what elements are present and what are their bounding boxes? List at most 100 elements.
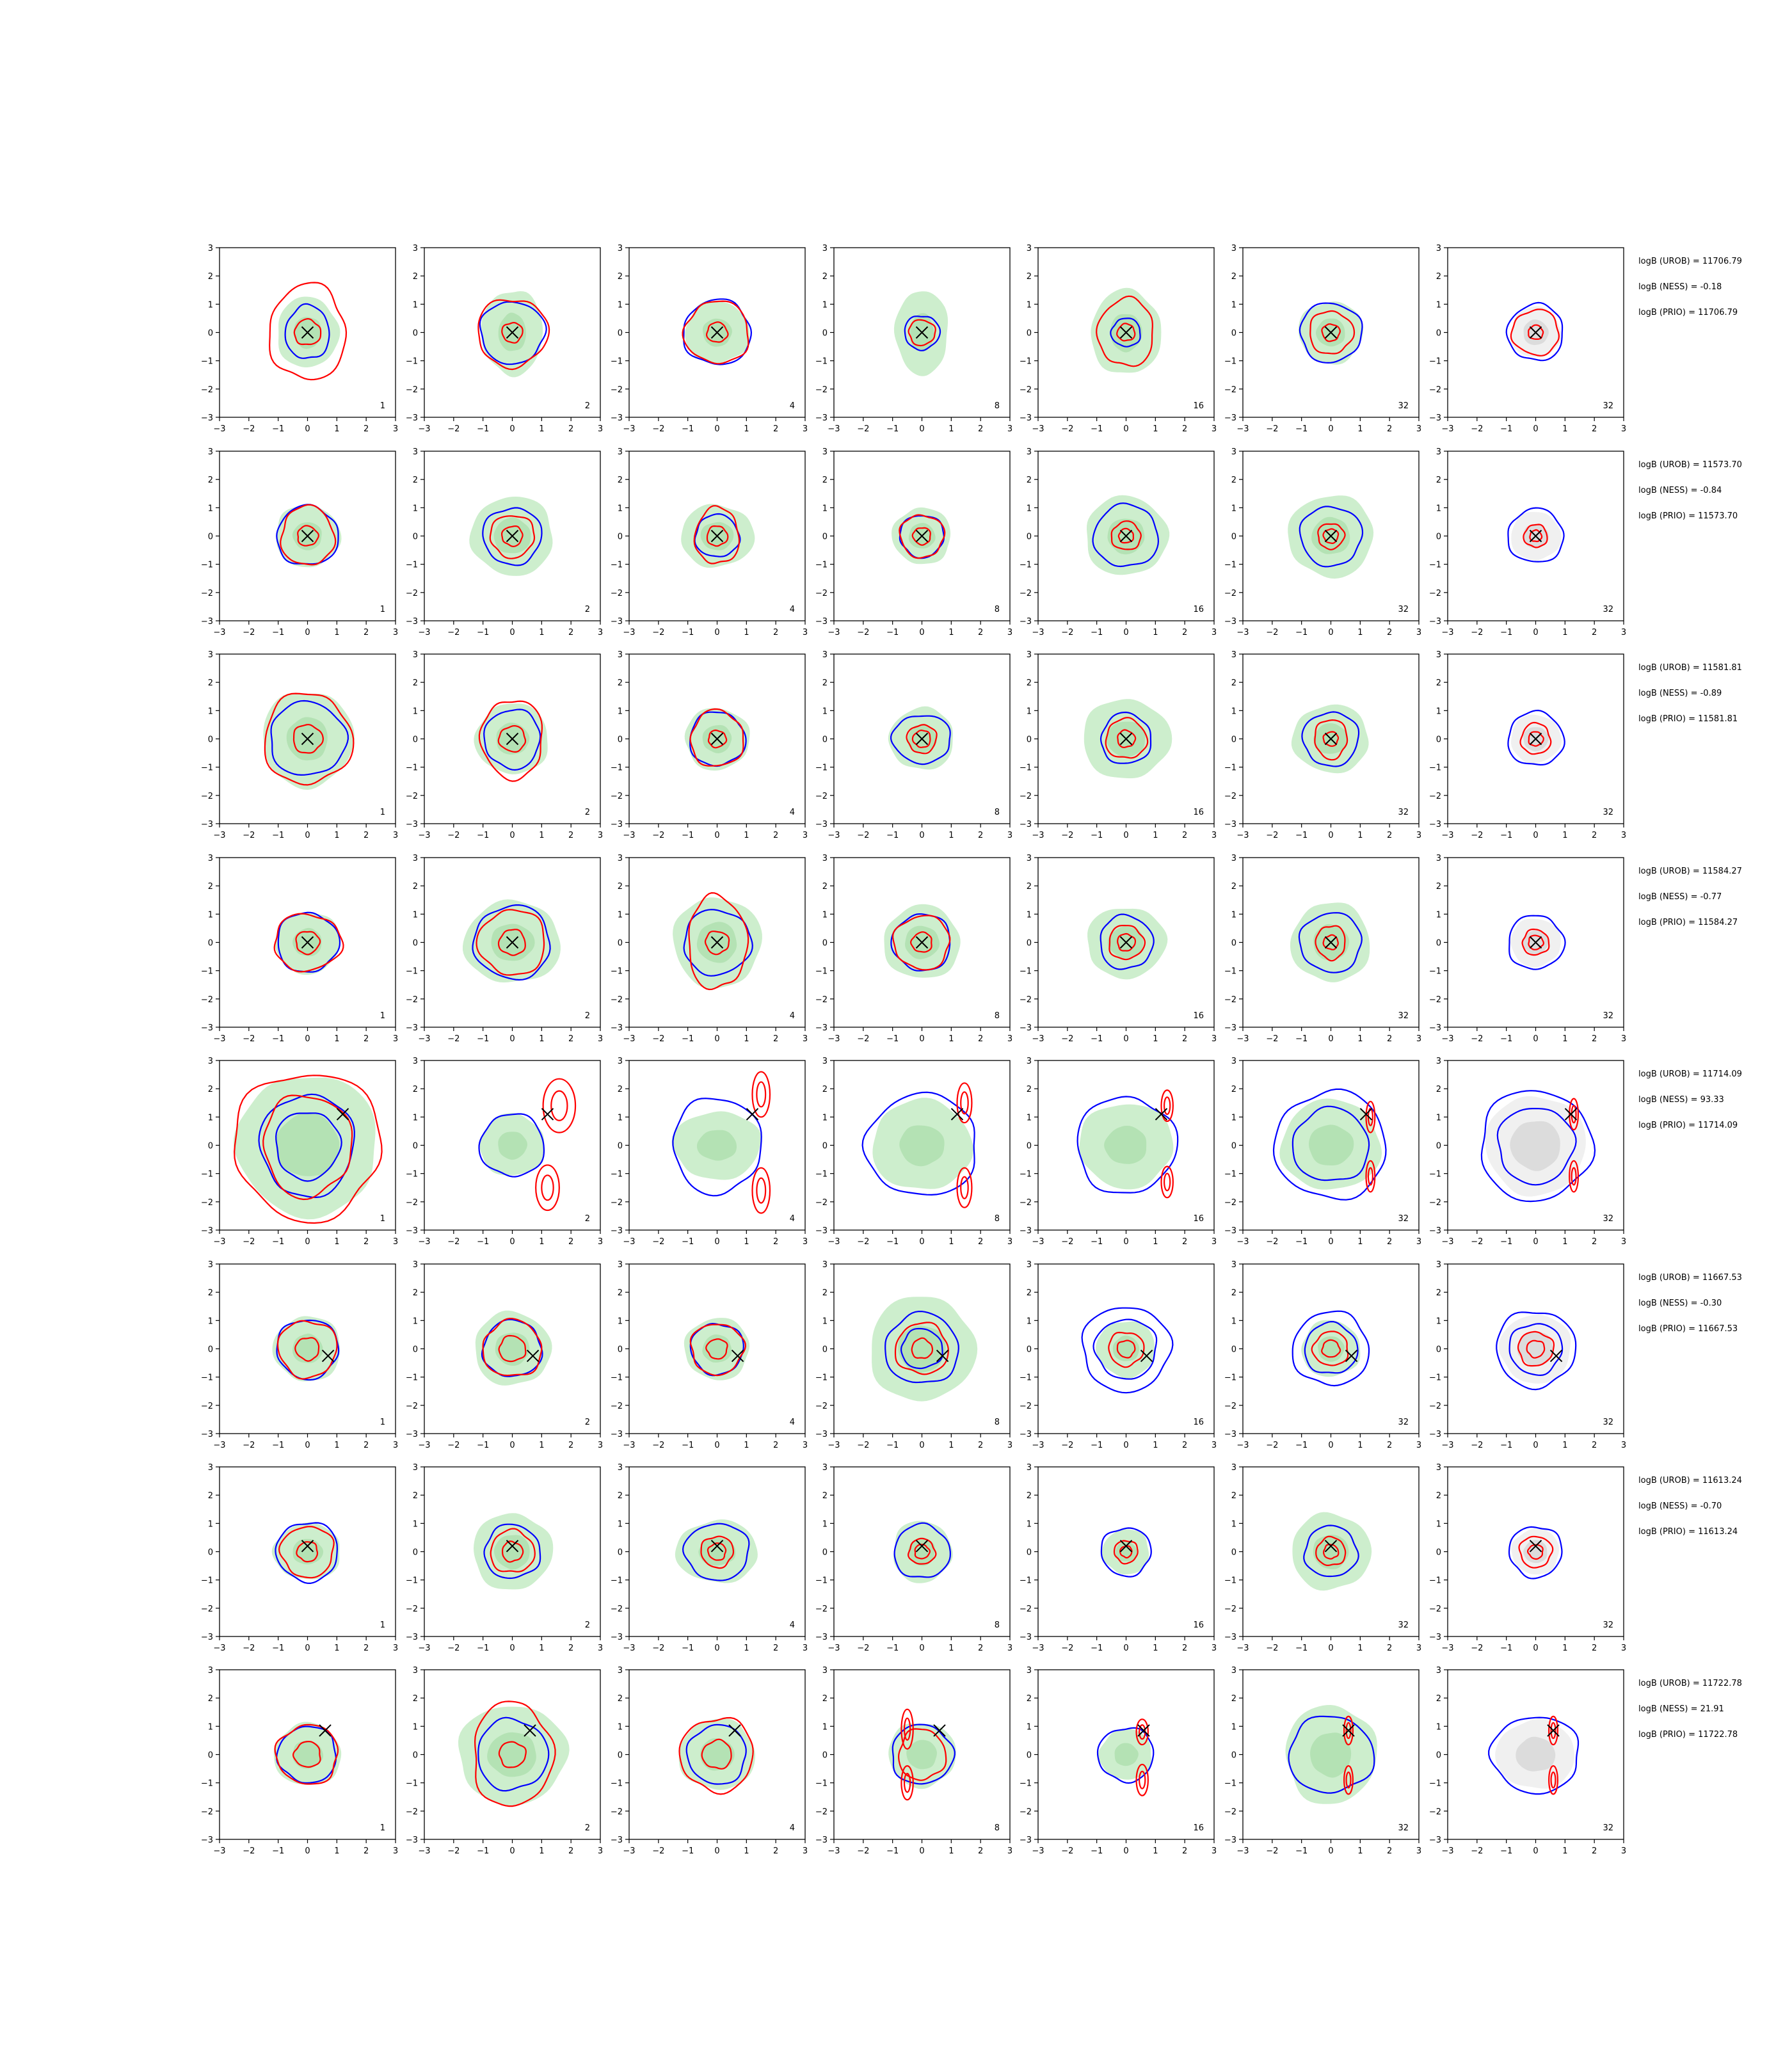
x-tick-label: 0 xyxy=(1123,1441,1128,1450)
y-tick-label: −2 xyxy=(815,1807,828,1817)
red-contour xyxy=(280,504,337,566)
y-tick-label: 1 xyxy=(1231,1316,1236,1326)
panel-label: 32 xyxy=(1603,1418,1613,1427)
panel-label: 2 xyxy=(585,401,590,411)
panel-label: 16 xyxy=(1193,1418,1204,1427)
panel-label: 4 xyxy=(790,1418,795,1427)
y-tick-label: −2 xyxy=(1429,1604,1441,1614)
x-tick-label: −2 xyxy=(447,1237,460,1247)
y-tick-label: 0 xyxy=(413,1751,418,1761)
y-tick-label: −1 xyxy=(1224,561,1236,570)
density-fill-core xyxy=(898,1325,946,1373)
x-tick-label: 0 xyxy=(305,1441,310,1450)
y-tick-label: −2 xyxy=(1224,589,1236,598)
x-tick-label: 1 xyxy=(539,424,544,434)
y-tick-label: −2 xyxy=(406,1807,418,1817)
red-contour xyxy=(1322,934,1339,950)
truth-marker xyxy=(1324,1539,1338,1553)
x-tick-label: −2 xyxy=(1471,1644,1483,1653)
x-tick-label: 0 xyxy=(1328,1237,1333,1247)
y-tick-label: −2 xyxy=(406,995,418,1005)
x-tick-label: −2 xyxy=(243,628,255,637)
y-tick-label: 2 xyxy=(1436,1491,1441,1501)
y-tick-label: −1 xyxy=(406,357,418,367)
y-tick-label: −3 xyxy=(201,1023,213,1033)
y-tick-label: −1 xyxy=(815,1576,828,1586)
y-tick-label: 3 xyxy=(1436,650,1441,660)
x-tick-label: −3 xyxy=(623,1644,635,1653)
x-tick-label: −1 xyxy=(886,424,899,434)
density-fill-core xyxy=(1104,1126,1147,1164)
y-tick-label: 0 xyxy=(1027,329,1032,339)
panel-r2-c4: −3−3 −2 −2 −1 −1 0 0 1 1 2 2 3 3 8 xyxy=(815,447,1012,637)
y-tick-label: 0 xyxy=(208,1142,213,1151)
y-tick-label: −3 xyxy=(1224,1633,1236,1642)
y-tick-label: 1 xyxy=(413,1519,418,1529)
x-tick-label: −2 xyxy=(447,628,460,637)
red-contour xyxy=(705,1338,728,1360)
y-tick-label: −3 xyxy=(611,1023,623,1033)
y-tick-label: −2 xyxy=(1020,589,1032,598)
y-tick-label: 1 xyxy=(618,707,623,716)
x-tick-label: 2 xyxy=(773,1237,778,1247)
y-tick-label: 3 xyxy=(822,1260,828,1270)
y-tick-label: −3 xyxy=(406,617,418,627)
blue-contour xyxy=(1092,502,1160,568)
y-tick-label: −3 xyxy=(611,1430,623,1439)
y-tick-label: −2 xyxy=(201,385,213,395)
red-lobe-contour xyxy=(900,1765,914,1801)
red-contour xyxy=(678,1716,754,1795)
y-tick-label: −1 xyxy=(1224,1170,1236,1180)
x-tick-label: −2 xyxy=(1061,1034,1073,1044)
x-tick-label: −3 xyxy=(828,831,840,840)
y-tick-label: 3 xyxy=(618,650,623,660)
panel-r6-c2: −3−3 −2 −2 −1 −1 0 0 1 1 2 2 3 3 2 xyxy=(406,1260,603,1450)
y-tick-label: 1 xyxy=(208,1519,213,1529)
x-tick-label: 0 xyxy=(919,1846,924,1856)
x-tick-label: 3 xyxy=(1007,424,1012,434)
y-tick-label: −1 xyxy=(815,561,828,570)
red-lobe-contour xyxy=(1365,1160,1376,1193)
truth-marker xyxy=(1549,1349,1563,1363)
y-tick-label: −3 xyxy=(201,820,213,829)
y-tick-label: 2 xyxy=(1231,272,1236,282)
x-tick-label: −1 xyxy=(1500,1034,1512,1044)
y-tick-label: −2 xyxy=(815,1604,828,1614)
x-tick-label: 2 xyxy=(1387,424,1392,434)
x-tick-label: 1 xyxy=(948,1644,954,1653)
red-contour xyxy=(490,1528,536,1572)
red-contour xyxy=(501,322,524,344)
y-tick-label: −2 xyxy=(1020,1402,1032,1411)
y-tick-label: −2 xyxy=(611,792,623,801)
x-tick-label: −1 xyxy=(886,1644,899,1653)
y-tick-label: −3 xyxy=(1020,413,1032,423)
density-fill-core xyxy=(1313,1535,1349,1569)
y-tick-label: −2 xyxy=(815,995,828,1005)
x-tick-label: 0 xyxy=(1328,1644,1333,1653)
panel-r4-c2: −3−3 −2 −2 −1 −1 0 0 1 1 2 2 3 3 2 xyxy=(406,854,603,1044)
x-tick-label: 3 xyxy=(1416,628,1421,637)
x-tick-label: 3 xyxy=(1212,831,1217,840)
logb-stat-line: logB (NESS) = -0.84 xyxy=(1638,486,1722,495)
y-tick-label: −2 xyxy=(611,1604,623,1614)
y-tick-label: 3 xyxy=(822,447,828,457)
y-tick-label: 3 xyxy=(1027,1260,1032,1270)
y-tick-label: 1 xyxy=(822,1519,828,1529)
truth-marker xyxy=(1119,1539,1133,1553)
red-contour xyxy=(707,1542,727,1561)
y-tick-label: 1 xyxy=(1027,1316,1032,1326)
x-tick-label: −1 xyxy=(272,424,284,434)
red-contour xyxy=(294,1337,320,1362)
y-tick-label: −3 xyxy=(201,1633,213,1642)
y-tick-label: 2 xyxy=(618,1288,623,1298)
y-tick-label: 1 xyxy=(1436,707,1441,716)
x-tick-label: 1 xyxy=(744,424,749,434)
y-tick-label: 3 xyxy=(1436,1057,1441,1066)
density-fill-core xyxy=(276,1112,340,1176)
truth-marker xyxy=(1119,732,1133,746)
panel-label: 32 xyxy=(1603,1214,1613,1224)
red-contour xyxy=(292,724,324,754)
x-tick-label: −3 xyxy=(1236,424,1249,434)
logb-stat-line: logB (NESS) = -0.30 xyxy=(1638,1299,1722,1308)
y-tick-label: 1 xyxy=(208,707,213,716)
